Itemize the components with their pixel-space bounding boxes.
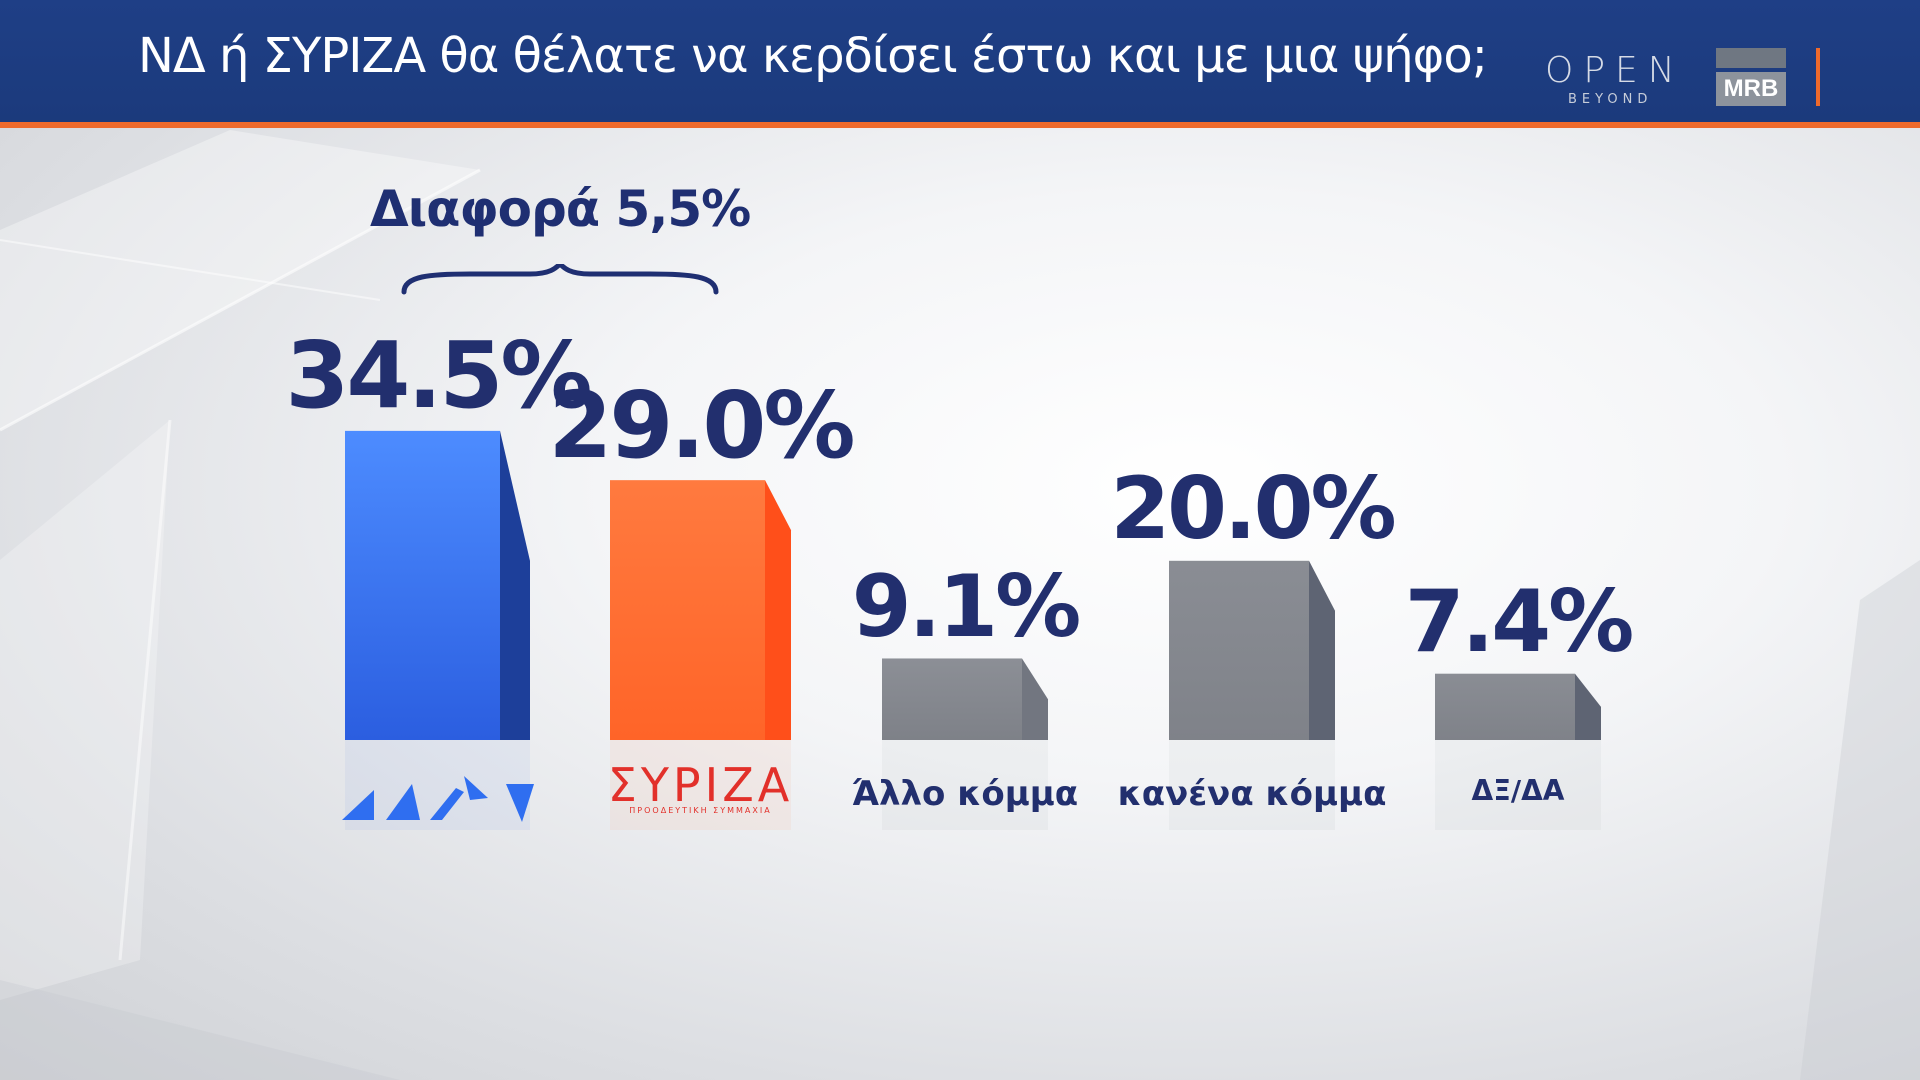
value-label-2: 29.0% xyxy=(548,371,855,479)
bar-side-3 xyxy=(1022,658,1048,740)
difference-brace-icon xyxy=(401,264,719,295)
header-divider xyxy=(1816,48,1820,106)
bar-reflection xyxy=(1169,740,1335,830)
bar-5 xyxy=(1435,673,1575,740)
page-title: ΝΔ ή ΣΥΡΙΖΑ θα θέλατε να κερδίσει έστω κ… xyxy=(138,28,1488,84)
header-bar: ΝΔ ή ΣΥΡΙΖΑ θα θέλατε να κερδίσει έστω κ… xyxy=(0,0,1920,128)
category-label-4: κανένα κόμμα xyxy=(1117,774,1387,814)
nd-logo-icon xyxy=(341,776,534,822)
value-label-3: 9.1% xyxy=(851,556,1082,657)
mrb-logo-text: MRB xyxy=(1716,72,1786,106)
category-label-3: Άλλο κόμμα xyxy=(851,774,1079,814)
bar-side-1 xyxy=(500,430,530,740)
bar-side-4 xyxy=(1309,560,1335,740)
bar-reflection xyxy=(1435,740,1601,830)
value-label-1: 34.5% xyxy=(285,322,592,430)
value-label-5: 7.4% xyxy=(1404,572,1635,673)
mrb-logo-top xyxy=(1716,48,1786,68)
mrb-logo: MRB xyxy=(1716,48,1786,106)
bar-1 xyxy=(345,430,500,740)
syriza-logo-text: ΣΥΡΙΖΑ xyxy=(607,758,794,812)
difference-annotation: Διαφορά 5,5% xyxy=(370,180,751,238)
bar-3 xyxy=(882,658,1022,740)
open-logo: OPEN xyxy=(1545,50,1685,91)
bar-4 xyxy=(1169,560,1309,740)
open-logo-sub: BEYOND xyxy=(1568,92,1653,107)
bar-reflection xyxy=(882,740,1048,830)
bar-2 xyxy=(610,480,765,740)
bar-side-5 xyxy=(1575,673,1601,740)
syriza-logo-icon: ΣΥΡΙΖΑ ΠΡΟΟΔΕΥΤΙΚΗ ΣΥΜΜΑΧΙΑ xyxy=(591,762,811,815)
bar-reflection xyxy=(610,740,791,830)
value-label-4: 20.0% xyxy=(1110,459,1396,560)
bar-side-2 xyxy=(765,480,791,740)
category-label-5: ΔΞ/ΔΑ xyxy=(1471,774,1565,807)
syriza-logo-subtitle: ΠΡΟΟΔΕΥΤΙΚΗ ΣΥΜΜΑΧΙΑ xyxy=(629,806,772,815)
